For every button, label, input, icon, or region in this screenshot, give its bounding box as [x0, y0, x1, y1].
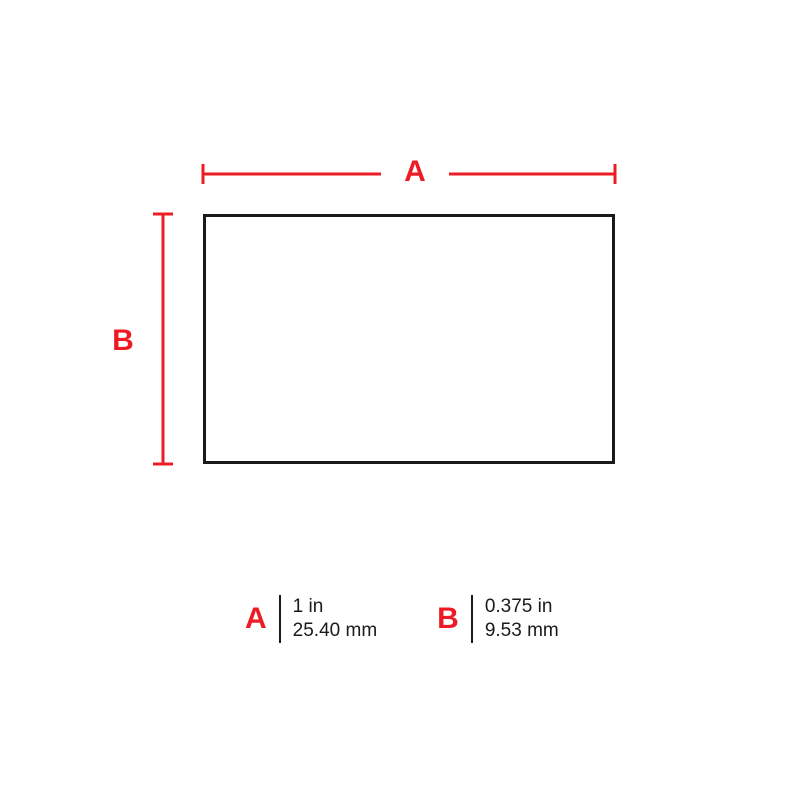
legend-value-b-inches: 0.375 in — [485, 595, 559, 619]
legend-letter-b: B — [437, 602, 471, 636]
dimension-label-a: A — [381, 155, 449, 189]
dimension-diagram: { "diagram": { "background_color": "#fff… — [0, 0, 800, 800]
legend-letter-a: A — [245, 602, 279, 636]
legend-item-b: B 0.375 in 9.53 mm — [437, 595, 559, 643]
label-rectangle — [203, 214, 615, 464]
dimension-label-b: B — [103, 318, 143, 364]
dimension-legend: A 1 in 25.40 mm B 0.375 in 9.53 mm — [245, 595, 559, 643]
legend-value-a-inches: 1 in — [293, 595, 377, 619]
legend-values-a: 1 in 25.40 mm — [281, 595, 377, 643]
legend-item-a: A 1 in 25.40 mm — [245, 595, 377, 643]
legend-value-a-mm: 25.40 mm — [293, 619, 377, 643]
legend-values-b: 0.375 in 9.53 mm — [473, 595, 559, 643]
legend-value-b-mm: 9.53 mm — [485, 619, 559, 643]
